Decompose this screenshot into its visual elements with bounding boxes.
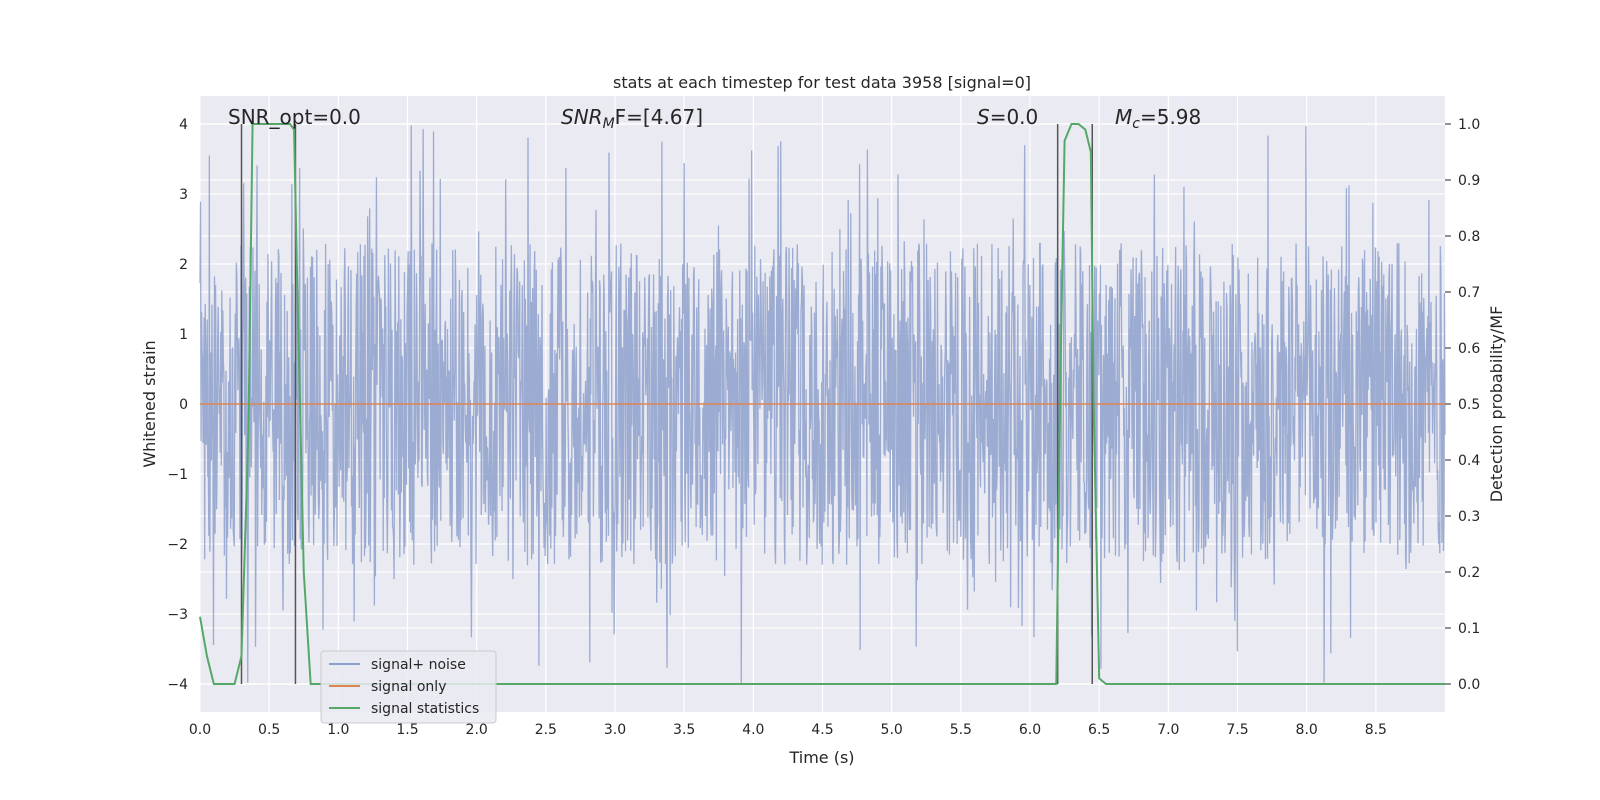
y-tick-label: 1 [179, 327, 188, 343]
legend-box [320, 650, 497, 724]
y-tick-label: −4 [167, 677, 188, 693]
series-signal-statistics [199, 123, 1445, 685]
x-ticks: 0.0 0.5 1.0 1.5 2.0 2.5 3.0 3.5 4.0 4.5 5.0 5.5 6.0 6… [189, 722, 1387, 738]
signal-statistics-line [199, 123, 1445, 685]
annotation-mc-sub: c [1132, 116, 1140, 132]
y2-tick-label: 0.9 [1458, 173, 1480, 189]
legend-label-signal-only: signal only [371, 679, 446, 695]
y-tick-label: −2 [167, 537, 188, 553]
x-tick-label: 5.0 [881, 722, 903, 738]
x-tick-label: 0.5 [258, 722, 280, 738]
x-tick-label: 3.5 [673, 722, 695, 738]
y2-tick-label: 0.2 [1458, 565, 1480, 581]
x-tick-label: 0.0 [189, 722, 211, 738]
x-tick-label: 2.5 [535, 722, 557, 738]
x-tick-label: 7.5 [1226, 722, 1248, 738]
x-axis-label: Time (s) [788, 748, 854, 767]
x-tick-label: 8.0 [1296, 722, 1318, 738]
series-signal-noise [199, 125, 1446, 684]
noise-trace [199, 125, 1446, 684]
x-tick-label: 1.0 [327, 722, 349, 738]
y2-axis-label: Detection probability/MF [1487, 306, 1506, 503]
annotation-mc: Mc=5.98 [1115, 105, 1201, 132]
y2-tick-label: 0.6 [1458, 341, 1480, 357]
chart-title: stats at each timestep for test data 395… [613, 73, 1031, 92]
x-tick-label: 3.0 [604, 722, 626, 738]
x-tick-label: 5.5 [950, 722, 972, 738]
annotation-snr-mf-suffix: F=[4.67] [615, 105, 703, 129]
y2-tick-label: 0.0 [1458, 677, 1480, 693]
x-tick-label: 8.5 [1365, 722, 1387, 738]
x-tick-label: 2.0 [466, 722, 488, 738]
y-tick-label: −3 [167, 607, 188, 623]
y2-ticks: 1.0 0.9 0.8 0.7 0.6 0.5 0.4 0.3 0.2 0.1 0.0 [1445, 117, 1480, 693]
annotation-mc-value: =5.98 [1140, 105, 1201, 129]
x-tick-label: 1.5 [396, 722, 418, 738]
annotation-mc-symbol: M [1115, 105, 1132, 129]
y2-tick-label: 0.8 [1458, 229, 1480, 245]
y-tick-label: 2 [179, 257, 188, 273]
annotation-snr-mf-sub: M [603, 116, 615, 132]
x-tick-label: 4.5 [811, 722, 833, 738]
annotation-snr-opt: SNR_opt=0.0 [228, 105, 361, 129]
y2-tick-label: 0.7 [1458, 285, 1480, 301]
annotation-snr-mf: SNRMF=[4.67] [561, 105, 703, 132]
y2-tick-label: 0.3 [1458, 509, 1480, 525]
y-tick-label: 4 [179, 117, 188, 133]
y2-tick-label: 0.5 [1458, 397, 1480, 413]
y2-tick-label: 1.0 [1458, 117, 1480, 133]
annotation-s-symbol: S [977, 105, 990, 129]
y-tick-label: 0 [179, 397, 188, 413]
x-tick-label: 7.0 [1157, 722, 1179, 738]
x-tick-label: 6.0 [1019, 722, 1041, 738]
y2-tick-label: 0.4 [1458, 453, 1480, 469]
x-tick-label: 4.0 [742, 722, 764, 738]
x-tick-label: 6.5 [1088, 722, 1110, 738]
y2-tick-label: 0.1 [1458, 621, 1480, 637]
legend: signal+ noise signal only signal statist… [320, 650, 497, 724]
y-tick-label: 3 [179, 187, 188, 203]
y-ticks: 4 3 2 1 0 −1 −2 −3 −4 [167, 117, 188, 693]
legend-label-signal-noise: signal+ noise [371, 657, 466, 673]
annotation-snr-mf-prefix: SNR [561, 105, 603, 129]
y-axis-label: Whitened strain [140, 340, 159, 467]
legend-label-signal-statistics: signal statistics [371, 701, 479, 717]
annotation-s: S=0.0 [977, 105, 1038, 129]
y-tick-label: −1 [167, 467, 188, 483]
annotation-s-value: =0.0 [990, 105, 1039, 129]
